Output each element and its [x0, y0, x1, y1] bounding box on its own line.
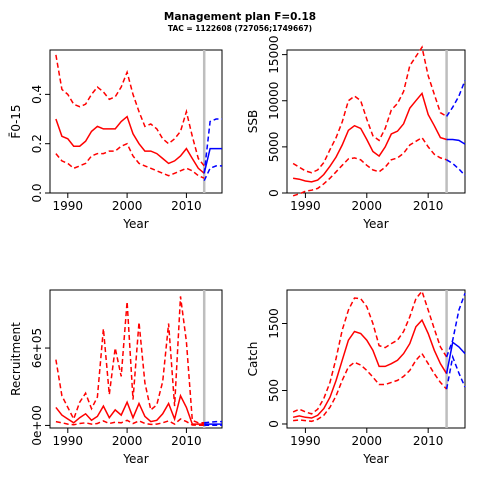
catch-history-median-line — [292, 318, 448, 419]
ssb-x-tick-label: 2010 — [413, 199, 444, 213]
catch-y-tick-label: 500 — [267, 379, 281, 402]
fbar-plot-frame — [49, 49, 223, 194]
catch-plot-frame — [286, 289, 466, 429]
fbar-x-tick-label: 2000 — [112, 199, 143, 213]
catch-x-tick-label: 1990 — [290, 434, 321, 448]
ssb-x-axis-label: Year — [362, 217, 388, 231]
ssb-history-upper-line — [292, 45, 447, 174]
ssb-y-tick-label: 15000 — [267, 36, 281, 74]
recruitment-x-tick-label: 2010 — [171, 434, 202, 448]
ssb-plot-frame — [286, 49, 466, 194]
catch-projection-upper-line — [445, 293, 466, 358]
fbar-history-lower-line — [55, 142, 205, 179]
ssb-x-tick-label: 2000 — [352, 199, 383, 213]
catch-history-upper-line — [292, 289, 448, 415]
fbar-x-tick-label: 2010 — [171, 199, 202, 213]
ssb-history-median-line — [292, 91, 447, 183]
fbar-projection-median-line — [203, 147, 222, 174]
recruitment-y-axis-label: Recruitment — [9, 322, 23, 396]
recruitment-plot-frame — [49, 289, 223, 429]
fbar-projection-lower-line — [203, 165, 222, 182]
fbar-projection-upper-line — [203, 118, 222, 174]
catch-history-lower-line — [293, 352, 448, 423]
catch-projection-median-line — [445, 340, 466, 374]
fbar-panel: 1990 2000 2010 0.0 0.2 0.4 Year F̄0-15 — [9, 49, 223, 231]
recruitment-y-tick-label: 6e+05 — [30, 328, 44, 368]
figure-subtitle: TAC = 1122608 (727056;1749667) — [168, 24, 312, 33]
fbar-y-tick-label: 0.4 — [30, 85, 44, 104]
ssb-history-lower-line — [292, 136, 447, 197]
catch-y-axis-label: Catch — [246, 342, 260, 377]
fbar-y-tick-label: 0.0 — [30, 183, 44, 202]
ssb-projection-lower-line — [446, 159, 466, 177]
recruitment-y-tick-label: 0e+00 — [30, 405, 44, 445]
catch-x-tick-label: 2010 — [413, 434, 444, 448]
ssb-y-tick-label: 5000 — [267, 132, 281, 163]
recruitment-history-lower-line — [55, 418, 205, 426]
ssb-y-tick-label: 10000 — [267, 82, 281, 120]
figure-title: Management plan F=0.18 — [164, 11, 316, 23]
fbar-y-axis-label: F̄0-15 — [9, 104, 23, 138]
fbar-x-tick-label: 1990 — [53, 199, 84, 213]
catch-y-tick-label: 1500 — [267, 308, 281, 339]
catch-panel: 1990 2000 2010 0 500 1500 Year Catch — [246, 289, 466, 466]
ssb-panel: 1990 2000 2010 0 5000 10000 15000 Year SSB — [246, 36, 466, 231]
catch-x-tick-label: 2000 — [352, 434, 383, 448]
recruitment-history-median-line — [55, 393, 205, 425]
ssb-y-tick-label: 0 — [267, 189, 281, 197]
fbar-y-tick-label: 0.2 — [30, 134, 44, 153]
catch-projection-lower-line — [445, 354, 466, 390]
ssb-projection-upper-line — [445, 80, 466, 117]
catch-y-tick-label: 0 — [267, 420, 281, 428]
recruitment-x-axis-label: Year — [122, 452, 148, 466]
recruitment-projection-upper-line — [204, 420, 222, 424]
catch-x-axis-label: Year — [362, 452, 388, 466]
fbar-history-median-line — [55, 115, 205, 174]
recruitment-history-upper-line — [55, 296, 205, 424]
recruitment-panel: 1990 2000 2010 0e+00 6e+05 Year Recruitment — [9, 289, 223, 466]
ssb-y-axis-label: SSB — [246, 110, 260, 133]
recruitment-x-tick-label: 1990 — [53, 434, 84, 448]
fbar-x-axis-label: Year — [122, 217, 148, 231]
ssb-x-tick-label: 1990 — [290, 199, 321, 213]
recruitment-x-tick-label: 2000 — [112, 434, 143, 448]
ssb-projection-median-line — [446, 138, 466, 145]
